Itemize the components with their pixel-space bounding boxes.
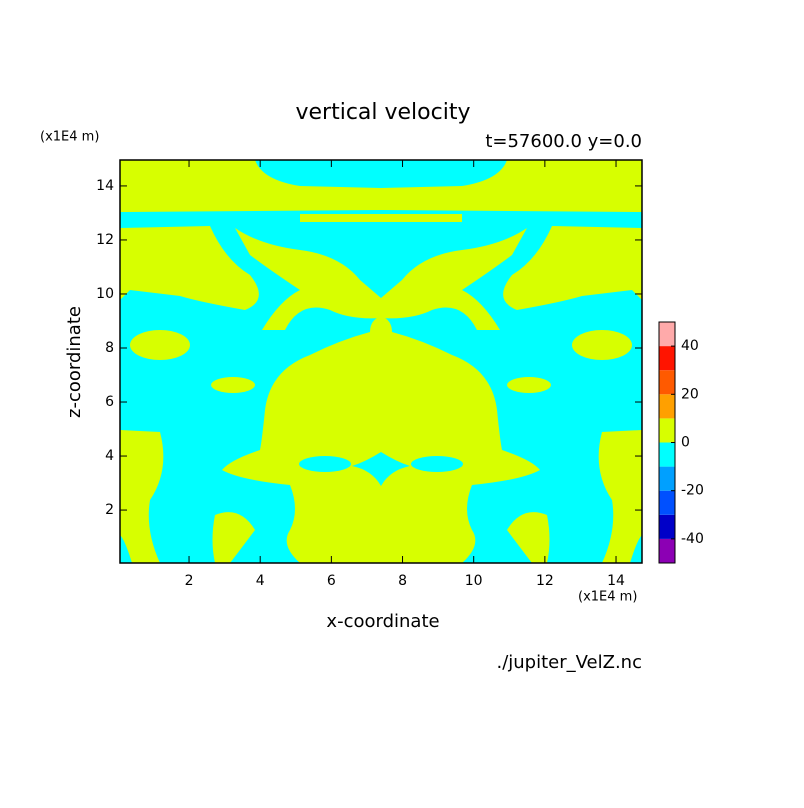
x-tick-label: 6 bbox=[327, 573, 336, 589]
colorbar-bin bbox=[659, 466, 675, 491]
y-tick-label: 8 bbox=[105, 340, 114, 356]
colorbar-tick-label: 20 bbox=[681, 386, 699, 402]
contour-field bbox=[120, 160, 642, 563]
field-region bbox=[120, 226, 259, 310]
colorbar-bin bbox=[659, 418, 675, 443]
field-region bbox=[130, 330, 190, 360]
colorbar-tick-label: -40 bbox=[681, 531, 704, 547]
colorbar-tick-label: 0 bbox=[681, 435, 690, 451]
subtitle: t=57600.0 y=0.0 bbox=[485, 131, 642, 152]
colorbar-bin bbox=[659, 490, 675, 515]
x-unit: (x1E4 m) bbox=[578, 590, 637, 605]
field-region bbox=[212, 512, 255, 563]
colorbar-bin bbox=[659, 322, 675, 347]
colorbar-bin bbox=[659, 538, 675, 563]
y-tick-label: 6 bbox=[105, 394, 114, 410]
field-region bbox=[120, 160, 381, 212]
x-axis-label: x-coordinate bbox=[326, 611, 439, 632]
field-region bbox=[222, 316, 381, 563]
chart-title: vertical velocity bbox=[295, 100, 470, 125]
y-axis-label: z-coordinate bbox=[64, 306, 85, 418]
y-tick-label: 4 bbox=[105, 448, 114, 464]
colorbar-bin bbox=[659, 346, 675, 371]
field-region bbox=[299, 456, 351, 472]
plot-frame bbox=[119, 159, 643, 564]
y-tick-label: 14 bbox=[96, 178, 114, 194]
y-tick-label: 12 bbox=[96, 232, 114, 248]
colorbar-tick-label: -20 bbox=[681, 483, 704, 499]
colorbar-tick-label: 40 bbox=[681, 338, 699, 354]
x-tick-label: 14 bbox=[607, 573, 625, 589]
colorbar-bin bbox=[659, 394, 675, 419]
y-tick-label: 2 bbox=[105, 502, 114, 518]
x-tick-label: 12 bbox=[536, 573, 554, 589]
field-region bbox=[300, 214, 381, 222]
y-tick-label: 10 bbox=[96, 286, 114, 302]
x-tick-label: 8 bbox=[398, 573, 407, 589]
field-half bbox=[120, 160, 381, 563]
x-tick-label: 2 bbox=[185, 573, 194, 589]
field-region bbox=[120, 430, 164, 563]
x-tick-label: 4 bbox=[256, 573, 265, 589]
colorbar-bin bbox=[659, 442, 675, 467]
source-label: ./jupiter_VelZ.nc bbox=[496, 652, 642, 673]
field-region bbox=[352, 452, 381, 486]
colorbar-bin bbox=[659, 514, 675, 539]
colorbar-bin bbox=[659, 370, 675, 395]
y-unit: (x1E4 m) bbox=[40, 130, 99, 145]
x-tick-label: 10 bbox=[465, 573, 483, 589]
field-region bbox=[235, 228, 381, 330]
field-region bbox=[211, 377, 255, 393]
